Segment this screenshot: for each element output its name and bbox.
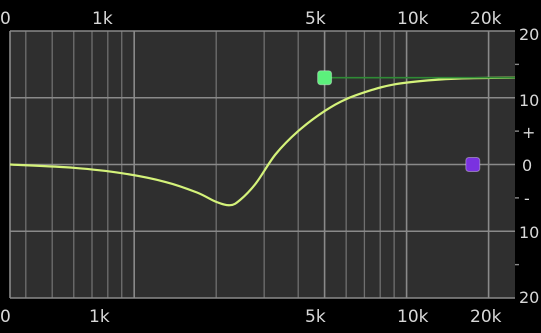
freq-label-top-5k: 5k [305,9,326,29]
grid-lines [9,30,519,299]
freq-label-bottom-5k: 5k [305,307,326,327]
db-label-plus-20: 20 [519,25,539,44]
db-scale: 20 10 + 0 - 10 20 [519,25,539,307]
freq-label-bottom-0: 0 [0,307,11,327]
freq-label-top-1k: 1k [92,9,113,29]
db-label-plus-sign: + [522,123,535,142]
db-label-minus-10: 10 [519,223,539,242]
frequency-labels-top: 0 1k 5k 10k 20k [0,9,502,29]
freq-label-bottom-1k: 1k [89,307,110,327]
db-label-plus-10: 10 [519,91,539,110]
response-curve-layer [9,76,516,207]
frequency-labels-bottom: 0 1k 5k 10k 20k [0,307,502,327]
freq-label-top-10k: 10k [397,9,429,29]
purple-band-handle[interactable] [465,157,481,172]
response-curve [9,76,516,207]
freq-label-top-20k: 20k [470,9,502,29]
freq-label-bottom-20k: 20k [470,307,502,327]
freq-label-bottom-10k: 10k [397,307,429,327]
green-band-handle[interactable] [317,70,333,86]
db-label-zero: 0 [522,156,532,175]
band-handles[interactable] [317,70,515,172]
db-label-minus-20: 20 [519,288,539,307]
freq-label-top-0: 0 [0,9,11,29]
db-label-minus-sign: - [524,189,530,208]
